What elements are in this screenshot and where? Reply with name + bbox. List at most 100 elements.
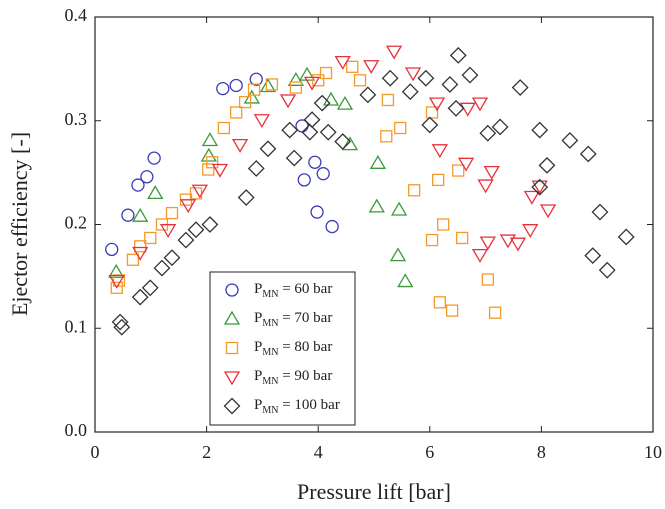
marker xyxy=(539,204,557,219)
marker xyxy=(459,102,476,117)
marker xyxy=(488,306,502,319)
marker xyxy=(247,160,265,177)
marker xyxy=(523,190,541,205)
marker xyxy=(216,81,230,96)
marker xyxy=(237,189,255,206)
marker xyxy=(433,296,446,309)
marker xyxy=(206,156,219,169)
marker xyxy=(591,203,609,221)
marker xyxy=(301,123,319,141)
marker xyxy=(259,140,277,158)
marker xyxy=(113,318,131,336)
x-tick-label: 4 xyxy=(314,442,323,462)
marker xyxy=(381,69,399,87)
marker xyxy=(201,132,219,147)
marker xyxy=(147,185,164,200)
marker xyxy=(289,81,303,94)
marker xyxy=(310,205,324,219)
legend: PMN = 60 bar PMN = 70 bar PMN = 80 bar PMN … xyxy=(209,271,356,426)
plot-frame xyxy=(94,16,654,433)
marker xyxy=(479,124,497,142)
y-tick-label: 0.2 xyxy=(65,213,88,233)
marker xyxy=(322,91,340,106)
marker xyxy=(121,208,135,222)
marker xyxy=(131,178,145,192)
marker xyxy=(177,231,195,249)
marker xyxy=(281,121,299,139)
marker xyxy=(449,46,467,64)
marker xyxy=(303,111,321,129)
marker xyxy=(247,83,261,96)
marker xyxy=(147,151,161,165)
marker xyxy=(509,237,527,252)
marker xyxy=(617,228,635,246)
marker xyxy=(477,179,494,194)
x-tick-label: 6 xyxy=(425,442,434,462)
marker xyxy=(134,240,147,253)
marker xyxy=(211,163,229,178)
marker xyxy=(187,221,205,239)
legend-box xyxy=(209,271,356,426)
marker xyxy=(319,66,333,80)
marker xyxy=(105,242,119,257)
marker xyxy=(461,66,479,84)
marker xyxy=(217,121,231,135)
marker xyxy=(457,157,475,172)
marker xyxy=(437,218,450,231)
marker xyxy=(110,281,123,294)
marker xyxy=(397,273,414,288)
marker xyxy=(303,76,321,91)
marker xyxy=(253,114,270,129)
marker xyxy=(471,97,489,112)
marker xyxy=(353,74,367,87)
legend-label: PMN = 60 bar xyxy=(254,281,332,300)
marker xyxy=(404,67,422,82)
marker xyxy=(265,78,279,91)
marker xyxy=(108,263,125,278)
x-tick-label: 0 xyxy=(91,442,100,462)
marker xyxy=(308,155,322,169)
marker xyxy=(223,397,241,415)
marker xyxy=(425,106,439,119)
legend-label: PMN = 100 bar xyxy=(254,397,340,416)
marker xyxy=(312,74,325,87)
marker xyxy=(432,173,445,187)
x-tick-label: 2 xyxy=(202,442,211,462)
marker xyxy=(225,283,239,297)
marker xyxy=(369,154,387,169)
marker xyxy=(159,224,177,238)
marker xyxy=(479,236,496,251)
marker xyxy=(259,78,277,93)
marker xyxy=(223,371,241,386)
marker xyxy=(334,133,352,150)
y-tick-label: 0.1 xyxy=(65,316,88,336)
y-tick-label: 0.3 xyxy=(65,109,88,129)
marker xyxy=(238,95,252,109)
marker xyxy=(108,274,125,289)
marker xyxy=(431,144,448,159)
marker xyxy=(425,233,439,247)
marker xyxy=(126,253,140,266)
marker xyxy=(445,304,459,317)
marker xyxy=(249,72,263,86)
marker xyxy=(428,97,446,112)
marker xyxy=(417,69,435,87)
marker xyxy=(381,93,395,107)
x-tick-label: 8 xyxy=(537,442,546,462)
marker xyxy=(191,184,209,199)
legend-label: PMN = 90 bar xyxy=(254,368,332,387)
marker xyxy=(408,184,421,197)
marker xyxy=(579,145,597,163)
marker xyxy=(584,247,602,265)
legend-label: PMN = 70 bar xyxy=(254,310,332,329)
marker xyxy=(441,76,459,93)
marker xyxy=(132,246,149,261)
marker xyxy=(447,99,465,117)
marker xyxy=(471,248,489,263)
marker xyxy=(325,219,339,234)
y-tick-label: 0.0 xyxy=(65,420,88,440)
marker xyxy=(401,83,419,101)
marker xyxy=(225,341,239,355)
